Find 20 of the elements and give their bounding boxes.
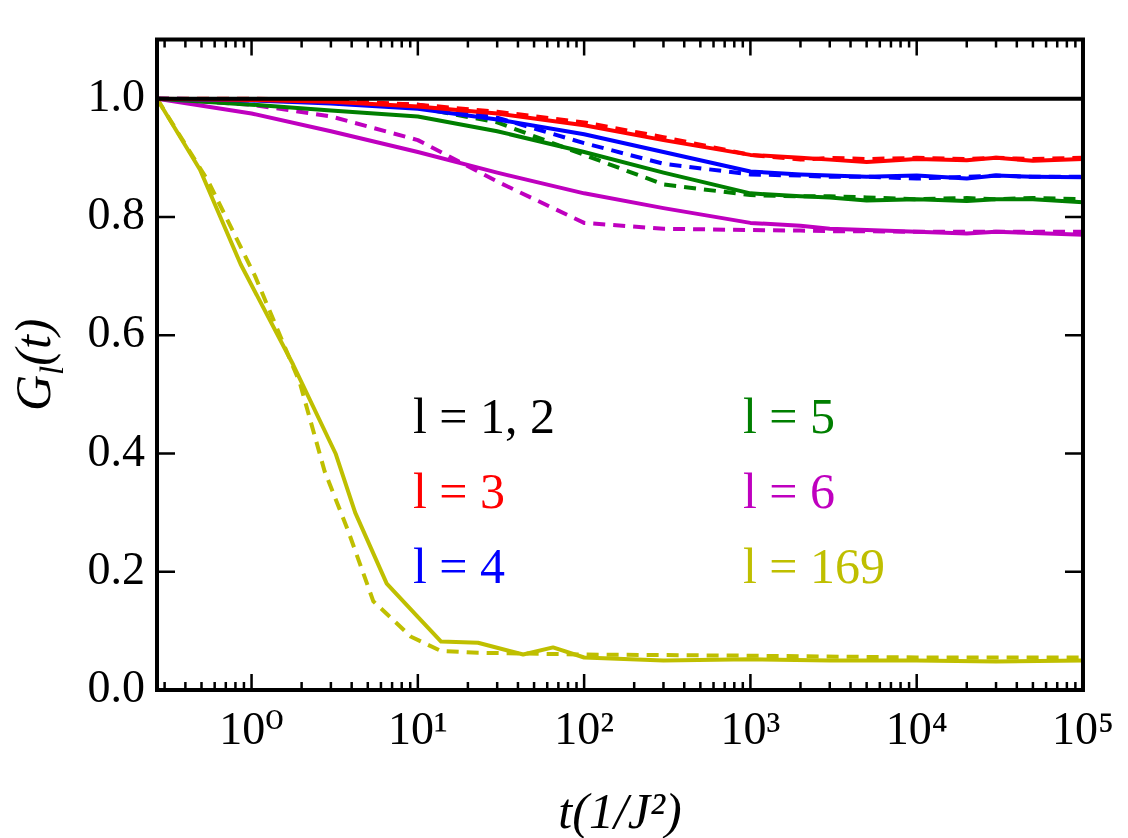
x-tick-label: 10³ (720, 702, 781, 754)
text: l = 4 (412, 538, 506, 594)
x-axis-title: t(1/J²) (558, 783, 682, 838)
x-tick-label: 10² (554, 702, 615, 754)
text: l = 5 (742, 388, 836, 444)
x-tick-label: 10¹ (387, 702, 448, 754)
series-label: l = 169 (742, 538, 886, 594)
y-axis-title: Gl(t) (5, 318, 70, 412)
x-tick-label: 10⁵ (1051, 702, 1114, 754)
y-tick-label: 0.8 (87, 188, 145, 240)
x-tick-label: 10⁴ (885, 702, 948, 754)
y-tick-label: 0.6 (87, 306, 145, 358)
y-tick-label: 0.0 (87, 661, 145, 713)
y-tick-label: 0.4 (87, 424, 145, 476)
y-tick-label: 0.2 (87, 542, 145, 594)
x-tick-label: 10⁰ (219, 702, 284, 754)
y-tick-label: 1.0 (87, 69, 145, 121)
text: l = 3 (412, 463, 506, 519)
text: l = 1, 2 (412, 388, 556, 444)
text: l = 6 (742, 463, 836, 519)
